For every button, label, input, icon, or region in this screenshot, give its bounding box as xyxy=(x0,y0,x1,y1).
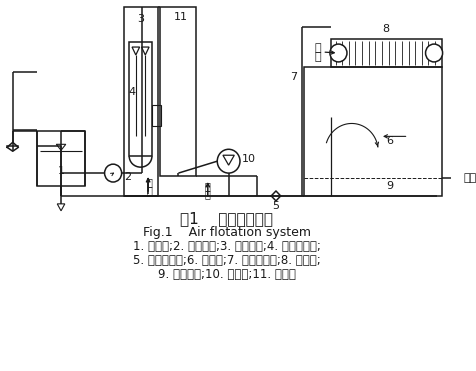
Text: 空: 空 xyxy=(205,181,211,191)
Text: 1: 1 xyxy=(58,166,65,176)
Text: 空: 空 xyxy=(146,177,152,187)
Text: 图1    气浮系统装置: 图1 气浮系统装置 xyxy=(180,211,273,226)
Text: 11: 11 xyxy=(173,12,188,22)
Text: 6: 6 xyxy=(386,136,393,146)
Bar xyxy=(331,39,442,67)
Text: 2: 2 xyxy=(124,172,131,182)
Circle shape xyxy=(426,44,443,62)
Text: 7: 7 xyxy=(290,72,297,82)
Bar xyxy=(152,105,161,127)
Text: 8: 8 xyxy=(382,24,389,34)
Text: 浮: 浮 xyxy=(314,43,321,53)
Text: 3: 3 xyxy=(137,14,144,24)
Bar xyxy=(129,42,152,156)
Text: 9. 出水系统;10. 循环泵;11. 吸气阀: 9. 出水系统;10. 循环泵;11. 吸气阀 xyxy=(158,268,296,281)
Circle shape xyxy=(217,149,240,173)
Text: 气: 气 xyxy=(146,185,152,195)
Text: 渣: 渣 xyxy=(314,52,321,62)
Text: 5: 5 xyxy=(272,201,279,211)
Text: Fig.1    Air flotation system: Fig.1 Air flotation system xyxy=(143,226,311,239)
Circle shape xyxy=(105,164,122,182)
Text: 4: 4 xyxy=(128,87,135,97)
Text: 10: 10 xyxy=(242,154,256,164)
Text: 5. 减压释放阀;6. 气浮池;7. 废水进水管;8. 刮渣机;: 5. 减压释放阀;6. 气浮池;7. 废水进水管;8. 刮渣机; xyxy=(133,254,321,267)
Text: 出水: 出水 xyxy=(464,173,476,183)
Bar xyxy=(124,7,158,196)
Bar xyxy=(160,7,197,176)
Text: 气: 气 xyxy=(205,189,211,199)
Text: 9: 9 xyxy=(386,181,393,191)
Bar xyxy=(38,131,85,186)
Text: 1. 吸水井;2. 加压水泵;3. 射流器组;4. 压力溶气罐;: 1. 吸水井;2. 加压水泵;3. 射流器组;4. 压力溶气罐; xyxy=(133,240,321,253)
Circle shape xyxy=(330,44,347,62)
Bar xyxy=(304,67,442,196)
